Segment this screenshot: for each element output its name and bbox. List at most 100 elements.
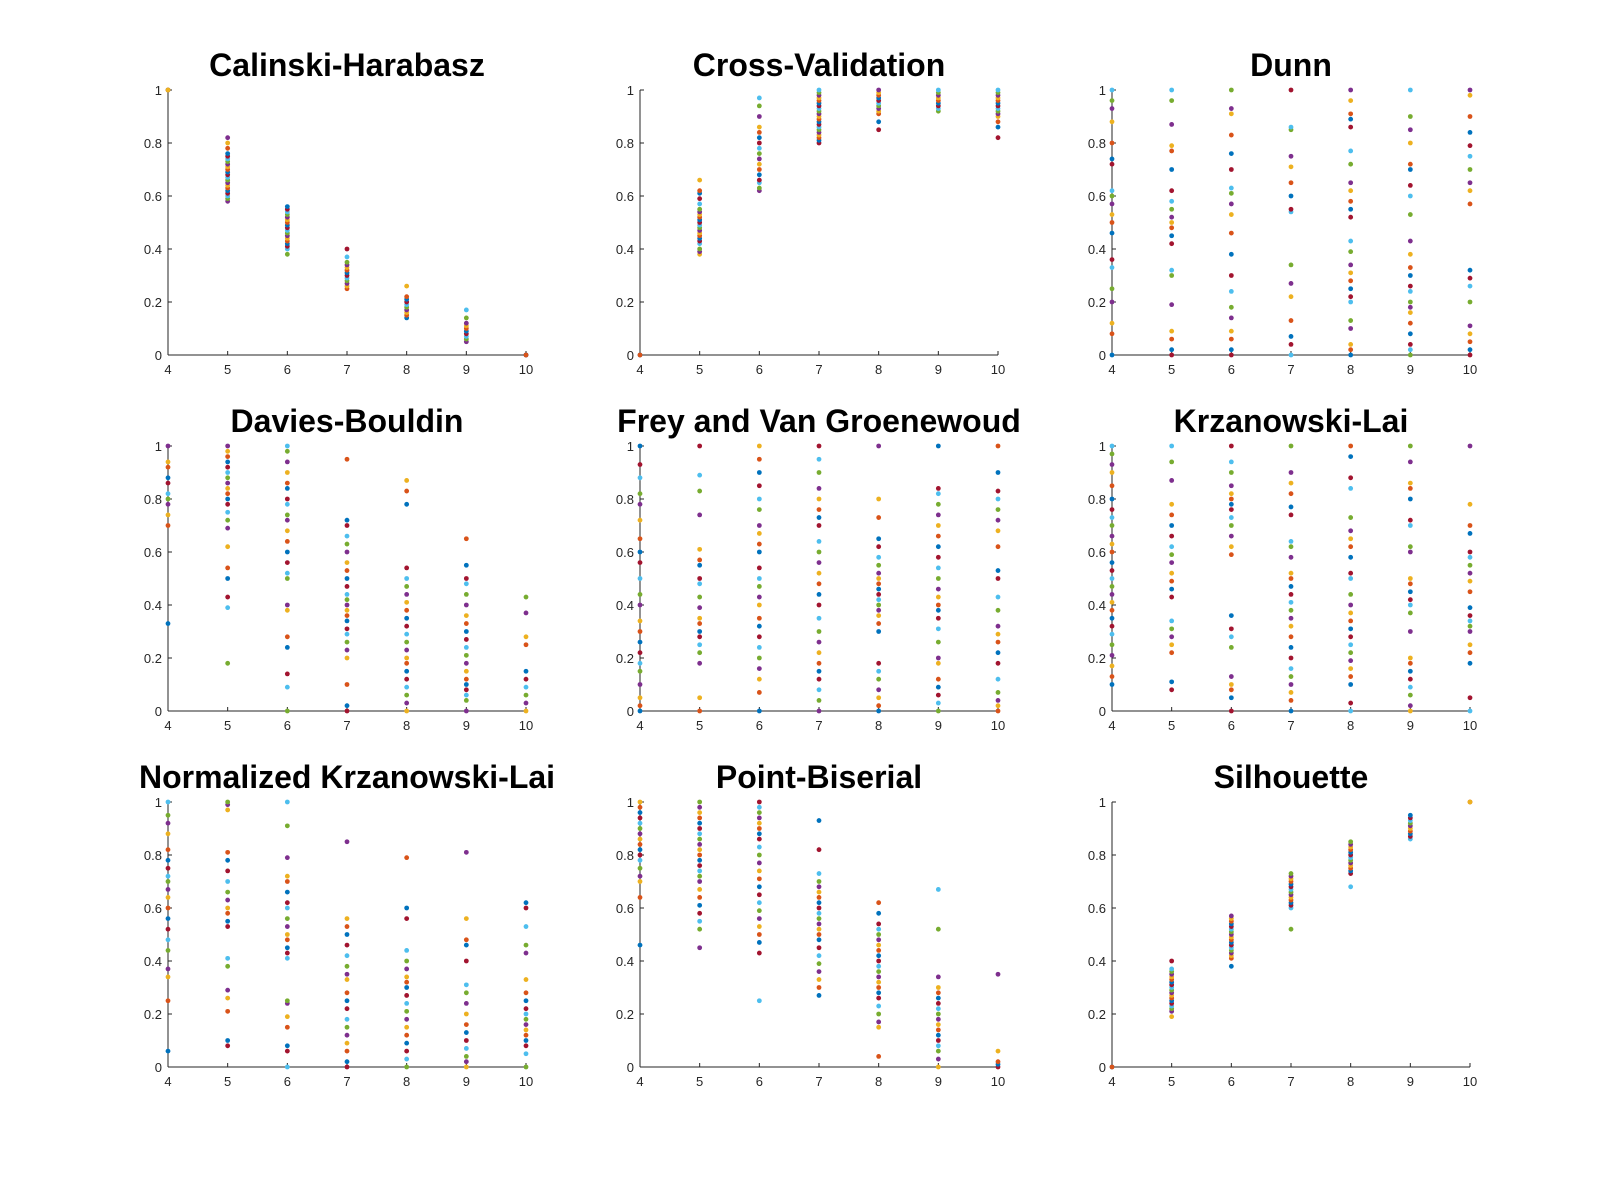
data-point: [1407, 238, 1413, 244]
data-point: [935, 1048, 941, 1054]
data-point: [637, 650, 643, 656]
data-point: [1348, 528, 1354, 534]
data-point: [225, 491, 231, 497]
data-point: [165, 948, 171, 953]
data-point: [756, 826, 762, 831]
data-point: [284, 879, 290, 884]
data-point: [697, 557, 703, 563]
data-point: [463, 916, 469, 921]
data-point: [1467, 331, 1473, 337]
data-point: [165, 857, 171, 863]
data-point: [225, 480, 231, 486]
data-point: [404, 599, 410, 605]
data-point: [1407, 251, 1413, 257]
data-point: [1407, 347, 1413, 353]
data-point: [225, 849, 231, 855]
data-point: [697, 546, 703, 552]
data-point: [1288, 512, 1294, 518]
data-point: [816, 884, 822, 890]
data-point: [284, 1048, 290, 1054]
y-tick-label: 0: [627, 1060, 634, 1075]
data-point: [1169, 544, 1175, 550]
data-point: [697, 581, 703, 587]
data-point: [344, 517, 350, 523]
data-point: [165, 887, 171, 892]
x-tick-label: 4: [636, 1074, 643, 1089]
data-point: [1109, 265, 1115, 270]
data-point: [165, 895, 171, 900]
data-point: [995, 708, 1001, 714]
data-point: [876, 937, 882, 943]
data-point: [165, 879, 171, 884]
data-point: [344, 971, 350, 977]
data-point: [1407, 576, 1413, 581]
data-point: [1348, 475, 1354, 481]
data-point: [225, 509, 231, 515]
data-point: [1288, 698, 1294, 703]
data-point: [1109, 568, 1115, 573]
data-point: [404, 966, 410, 972]
data-point: [816, 515, 822, 520]
data-point: [404, 607, 410, 613]
data-point: [995, 971, 1001, 977]
data-point: [1407, 320, 1413, 326]
data-point: [1407, 212, 1413, 217]
data-point: [637, 602, 643, 608]
data-point: [1407, 486, 1413, 491]
data-point: [995, 488, 1001, 494]
data-point: [225, 910, 231, 916]
x-tick-label: 8: [1347, 718, 1354, 733]
data-point: [225, 955, 231, 961]
data-point: [165, 820, 171, 826]
data-point: [637, 842, 643, 847]
data-point: [1348, 700, 1354, 706]
data-point: [344, 963, 350, 969]
data-point: [284, 684, 290, 690]
data-point: [637, 517, 643, 523]
data-point: [463, 692, 469, 698]
data-point: [876, 974, 882, 980]
data-point: [1348, 116, 1354, 122]
data-point: [1109, 230, 1115, 236]
data-point: [463, 1046, 469, 1051]
data-point: [344, 607, 350, 613]
data-point: [284, 528, 290, 534]
data-point: [165, 464, 171, 470]
data-point: [637, 695, 643, 701]
data-point: [935, 1011, 941, 1017]
data-point: [284, 486, 290, 491]
data-point: [756, 950, 762, 956]
data-point: [1348, 576, 1354, 581]
data-point: [1288, 281, 1294, 286]
data-point: [1288, 539, 1294, 544]
data-point: [463, 937, 469, 943]
data-point: [816, 615, 822, 621]
data-point: [1348, 554, 1354, 560]
data-point: [1228, 491, 1234, 497]
data-point: [344, 533, 350, 539]
data-point: [1228, 315, 1234, 321]
data-point: [1288, 623, 1294, 629]
data-point: [165, 865, 171, 871]
data-point: [995, 660, 1001, 666]
data-point: [995, 594, 1001, 600]
x-tick-label: 7: [343, 362, 350, 377]
data-point: [1407, 443, 1413, 449]
data-point: [935, 512, 941, 518]
data-point: [876, 581, 882, 587]
y-tick-label: 1: [155, 795, 162, 810]
data-point: [876, 576, 882, 581]
data-point: [1288, 180, 1294, 186]
data-point: [1407, 114, 1413, 119]
data-point: [1348, 682, 1354, 687]
data-point: [1407, 161, 1413, 167]
data-point: [697, 605, 703, 611]
subplot-3: Davies-Bouldin 4 5 6 7 8 9 10 0 0.2 0.4 0.6 0.8 1: [144, 403, 533, 733]
data-point: [935, 1027, 941, 1033]
data-point: [995, 135, 1001, 141]
data-point: [1288, 470, 1294, 475]
data-point: [1348, 618, 1354, 624]
data-point: [1407, 342, 1413, 347]
x-tick-label: 10: [1463, 718, 1477, 733]
data-point: [1169, 328, 1175, 334]
